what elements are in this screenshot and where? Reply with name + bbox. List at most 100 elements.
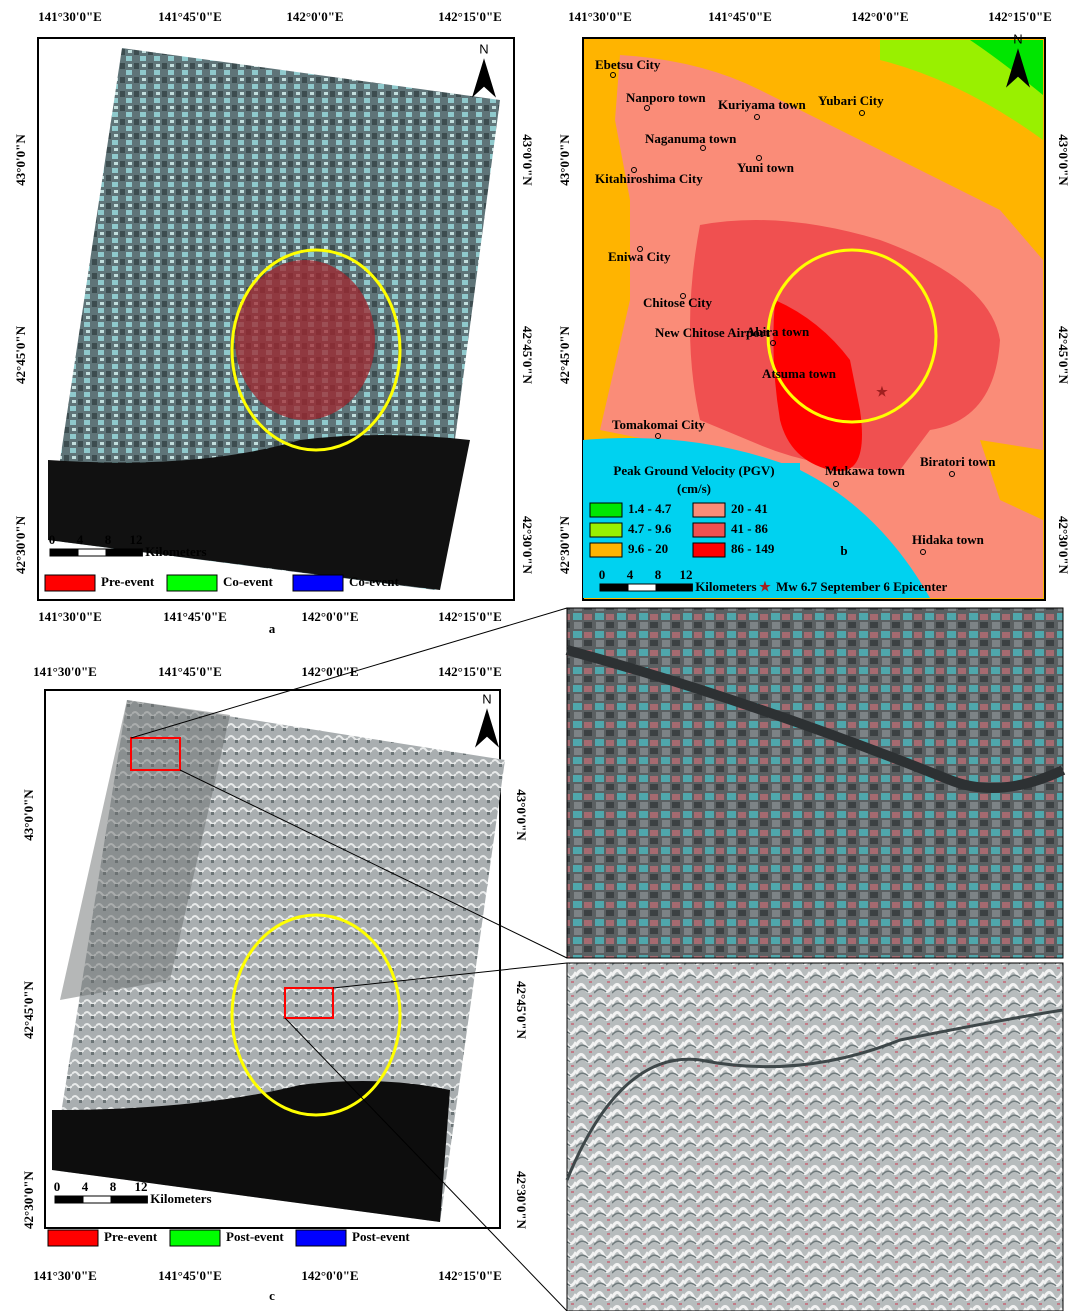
- scale-tick-label: 12: [130, 532, 143, 547]
- legend-swatch: [45, 575, 95, 591]
- scale-unit: Kilometers: [150, 1191, 211, 1206]
- epicenter-marker: ★: [876, 384, 888, 399]
- town-label: Hidaka town: [912, 532, 985, 547]
- legend-label: 1.4 - 4.7: [628, 501, 672, 516]
- town-label: Yubari City: [818, 93, 884, 108]
- scale-tick-label: 4: [82, 1179, 89, 1194]
- longitude-label: 141°30'0"E: [568, 9, 632, 24]
- legend-swatch: [693, 503, 725, 517]
- town-label: Ebetsu City: [595, 57, 661, 72]
- town-label: Atsuma town: [762, 366, 837, 381]
- legend-label: 20 - 41: [731, 501, 768, 516]
- scale-bar: [111, 1196, 147, 1203]
- town-label: Naganuma town: [645, 131, 737, 146]
- legend-label: 86 - 149: [731, 541, 775, 556]
- latitude-label: 42°30'0"N: [520, 516, 535, 575]
- longitude-label: 142°15'0"E: [438, 609, 502, 624]
- longitude-label: 141°45'0"E: [158, 1268, 222, 1283]
- latitude-label: 42°30'0"N: [514, 1171, 529, 1230]
- town-label: Kitahiroshima City: [595, 171, 703, 186]
- legend-title: Peak Ground Velocity (PGV): [613, 463, 774, 478]
- latitude-label: 43°0'0"N: [21, 789, 36, 841]
- scale-bar: [83, 1196, 111, 1203]
- scale-bar: [78, 549, 106, 556]
- legend-label: Post-event: [226, 1229, 284, 1244]
- scale-bar: [106, 549, 142, 556]
- north-label: N: [482, 691, 491, 706]
- latitude-label: 42°45'0"N: [21, 980, 36, 1039]
- legend-swatch: [590, 543, 622, 557]
- latitude-label: 43°0'0"N: [514, 789, 529, 841]
- damage-area: [235, 260, 375, 420]
- scale-bar: [50, 549, 78, 556]
- scale-bar: [600, 584, 628, 591]
- latitude-label: 43°0'0"N: [557, 134, 572, 186]
- longitude-label: 142°0'0"E: [301, 1268, 358, 1283]
- latitude-label: 43°0'0"N: [13, 134, 28, 186]
- town-label: Mukawa town: [825, 463, 906, 478]
- longitude-label: 141°30'0"E: [33, 1268, 97, 1283]
- longitude-label: 141°30'0"E: [38, 609, 102, 624]
- legend-label: Co-event: [223, 574, 273, 589]
- longitude-label: 142°0'0"E: [851, 9, 908, 24]
- town-label: Kuriyama town: [718, 97, 807, 112]
- panel-label: c: [269, 1288, 275, 1303]
- scale-bar: [628, 584, 656, 591]
- longitude-label: 141°45'0"E: [158, 664, 222, 679]
- town-label: Eniwa City: [608, 249, 671, 264]
- legend-swatch: [293, 575, 343, 591]
- longitude-label: 142°15'0"E: [438, 1268, 502, 1283]
- legend-swatch: [590, 503, 622, 517]
- town-label: Biratori town: [920, 454, 996, 469]
- scale-tick-label: 4: [627, 567, 634, 582]
- legend-unit: (cm/s): [677, 481, 711, 496]
- legend-swatch: [167, 575, 217, 591]
- legend-swatch: [590, 523, 622, 537]
- latitude-label: 42°45'0"N: [1056, 326, 1071, 385]
- north-label: N: [1013, 31, 1022, 46]
- legend-label: Post-event: [352, 1229, 410, 1244]
- longitude-label: 142°15'0"E: [438, 9, 502, 24]
- scale-tick-label: 8: [105, 532, 112, 547]
- town-label: Yuni town: [737, 160, 795, 175]
- scale-tick-label: 8: [110, 1179, 117, 1194]
- legend-label: Co-event: [349, 574, 399, 589]
- legend-swatch: [48, 1230, 98, 1246]
- legend-swatch: [296, 1230, 346, 1246]
- latitude-label: 42°45'0"N: [557, 325, 572, 384]
- longitude-label: 142°0'0"E: [301, 609, 358, 624]
- scale-bar: [55, 1196, 83, 1203]
- longitude-label: 142°15'0"E: [988, 9, 1052, 24]
- legend-swatch: [693, 543, 725, 557]
- legend-swatch: [170, 1230, 220, 1246]
- figure: 141°30'0"E 141°45'0"E 142°0'0"E 142°15'0"E 1…: [0, 0, 1075, 1311]
- legend-label: 9.6 - 20: [628, 541, 668, 556]
- panel-label: a: [269, 621, 276, 636]
- scale-tick-label: 12: [680, 567, 693, 582]
- longitude-label: 141°45'0"E: [708, 9, 772, 24]
- latitude-label: 42°30'0"N: [13, 515, 28, 574]
- zoom-inset: [567, 963, 1063, 1311]
- town-label: Nanporo town: [626, 90, 706, 105]
- scale-tick-label: 0: [49, 532, 56, 547]
- scale-bar: [656, 584, 692, 591]
- scale-unit: Kilometers: [145, 544, 206, 559]
- legend-label: Pre-event: [104, 1229, 158, 1244]
- latitude-label: 42°30'0"N: [557, 515, 572, 574]
- panel-label: b: [840, 543, 847, 558]
- scale-tick-label: 0: [54, 1179, 61, 1194]
- longitude-label: 141°45'0"E: [163, 609, 227, 624]
- longitude-label: 142°0'0"E: [286, 9, 343, 24]
- legend-swatch: [693, 523, 725, 537]
- legend-label: Pre-event: [101, 574, 155, 589]
- latitude-label: 43°0'0"N: [1056, 134, 1071, 186]
- legend-label: 41 - 86: [731, 521, 768, 536]
- scale-tick-label: 4: [77, 532, 84, 547]
- longitude-label: 142°0'0"E: [301, 664, 358, 679]
- scale-tick-label: 0: [599, 567, 606, 582]
- latitude-label: 42°45'0"N: [520, 326, 535, 385]
- scale-tick-label: 12: [135, 1179, 148, 1194]
- latitude-label: 42°45'0"N: [514, 981, 529, 1040]
- longitude-label: 141°30'0"E: [33, 664, 97, 679]
- latitude-label: 42°30'0"N: [21, 1170, 36, 1229]
